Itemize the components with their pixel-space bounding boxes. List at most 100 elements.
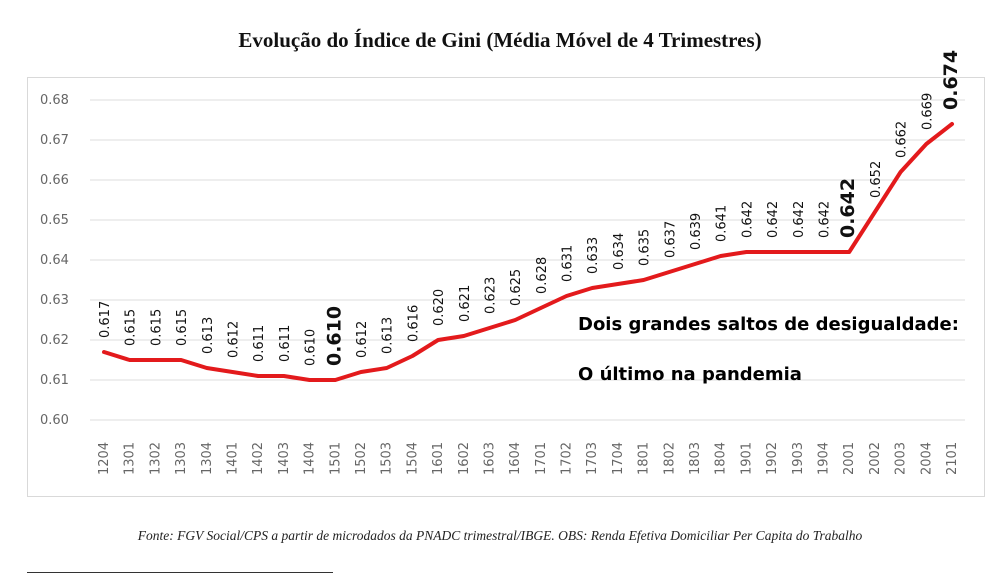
data-label: 0.652: [869, 161, 884, 198]
x-tick-label: 1901: [739, 442, 754, 475]
data-point: [179, 358, 183, 362]
x-tick-label: 2001: [842, 442, 857, 475]
data-label: 0.620: [432, 289, 447, 326]
x-tick-label: 1703: [585, 442, 600, 475]
data-label: 0.642: [837, 178, 859, 238]
y-tick-label: 0.60: [40, 413, 69, 428]
data-label: 0.641: [715, 205, 730, 242]
x-tick-label: 1503: [380, 442, 395, 475]
x-tick-label: 1902: [765, 442, 780, 475]
data-point: [487, 326, 491, 330]
data-label: 0.615: [175, 309, 190, 346]
data-point: [796, 250, 800, 254]
x-tick-label: 1404: [303, 442, 318, 475]
y-tick-label: 0.68: [40, 93, 69, 108]
data-label: 0.613: [201, 317, 216, 354]
y-tick-label: 0.61: [40, 373, 69, 388]
x-tick-label: 1303: [174, 442, 189, 475]
data-point: [873, 210, 877, 214]
x-tick-label: 1903: [791, 442, 806, 475]
data-label: 0.617: [98, 301, 113, 338]
chart-panel: [27, 77, 985, 497]
data-label: 0.642: [818, 201, 833, 238]
x-tick-label: 2101: [945, 442, 960, 475]
annotation-line-2: O último na pandemia: [578, 364, 802, 385]
data-label: 0.635: [638, 229, 653, 266]
source-note: Fonte: FGV Social/CPS a partir de microd…: [137, 528, 863, 543]
y-tick-label: 0.65: [40, 213, 69, 228]
data-point: [667, 270, 671, 274]
data-label: 0.639: [689, 213, 704, 250]
data-label: 0.625: [509, 269, 524, 306]
x-tick-label: 1601: [431, 442, 446, 475]
data-point: [153, 358, 157, 362]
data-label: 0.612: [226, 321, 241, 358]
data-label: 0.642: [740, 201, 755, 238]
data-label: 0.613: [381, 317, 396, 354]
x-tick-label: 1304: [200, 442, 215, 475]
data-point: [308, 378, 312, 382]
x-tick-label: 1402: [251, 442, 266, 475]
data-label: 0.616: [406, 305, 421, 342]
y-tick-label: 0.66: [40, 173, 69, 188]
x-tick-label: 1803: [688, 442, 703, 475]
data-point: [436, 338, 440, 342]
data-point: [950, 122, 954, 126]
data-point: [822, 250, 826, 254]
x-tick-label: 1701: [534, 442, 549, 475]
data-point: [385, 366, 389, 370]
x-tick-label: 2002: [868, 442, 883, 475]
data-label: 0.642: [792, 201, 807, 238]
x-tick-label: 1502: [354, 442, 369, 475]
data-label: 0.669: [920, 93, 935, 130]
data-label: 0.631: [561, 245, 576, 282]
data-point: [899, 170, 903, 174]
data-point: [513, 318, 517, 322]
data-label: 0.633: [586, 237, 601, 274]
data-label: 0.637: [663, 221, 678, 258]
data-label: 0.628: [535, 257, 550, 294]
data-point: [693, 262, 697, 266]
data-point: [333, 378, 337, 382]
x-tick-label: 1301: [123, 442, 138, 475]
data-label: 0.611: [278, 325, 293, 362]
data-point: [616, 282, 620, 286]
data-point: [642, 278, 646, 282]
data-label: 0.612: [355, 321, 370, 358]
data-point: [719, 254, 723, 258]
data-label: 0.674: [940, 50, 962, 110]
data-point: [410, 354, 414, 358]
x-tick-label: 1704: [611, 442, 626, 475]
x-tick-label: 1604: [508, 442, 523, 475]
data-point: [565, 294, 569, 298]
y-tick-label: 0.63: [40, 293, 69, 308]
x-tick-label: 1702: [560, 442, 575, 475]
data-point: [256, 374, 260, 378]
data-point: [590, 286, 594, 290]
x-tick-label: 1904: [817, 442, 832, 475]
data-label: 0.623: [483, 277, 498, 314]
data-label: 0.662: [895, 121, 910, 158]
x-tick-label: 1501: [328, 442, 343, 475]
data-label: 0.615: [124, 309, 139, 346]
data-point: [847, 250, 851, 254]
data-point: [230, 370, 234, 374]
data-point: [539, 306, 543, 310]
data-point: [770, 250, 774, 254]
y-tick-label: 0.64: [40, 253, 69, 268]
footnote-rule: [27, 572, 333, 573]
data-label: 0.610: [323, 306, 345, 366]
data-point: [924, 142, 928, 146]
x-tick-label: 1602: [457, 442, 472, 475]
data-label: 0.642: [766, 201, 781, 238]
chart-title: Evolução do Índice de Gini (Média Móvel …: [238, 28, 762, 52]
data-point: [102, 350, 106, 354]
data-point: [359, 370, 363, 374]
y-tick-label: 0.67: [40, 133, 69, 148]
x-tick-label: 1403: [277, 442, 292, 475]
x-tick-label: 1504: [405, 442, 420, 475]
x-tick-label: 2003: [894, 442, 909, 475]
data-point: [282, 374, 286, 378]
x-tick-label: 1204: [97, 442, 112, 475]
data-label: 0.611: [252, 325, 267, 362]
